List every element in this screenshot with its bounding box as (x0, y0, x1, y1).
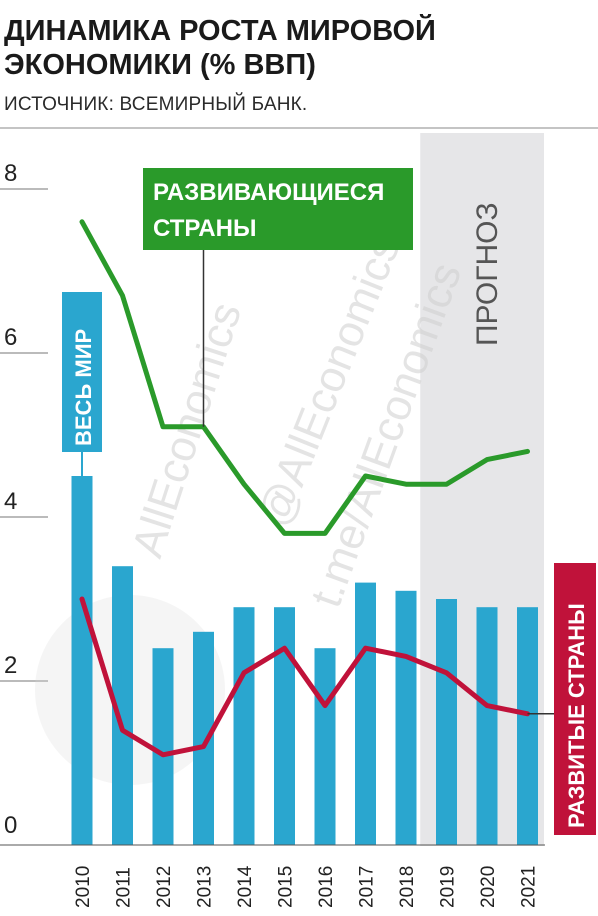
legend-box-developing (143, 168, 413, 250)
x-tick-label: 2013 (195, 866, 216, 908)
series-line-developing (79, 219, 530, 536)
y-tick-label: 8 (4, 160, 17, 187)
bar-2021 (517, 607, 538, 845)
bar-2015 (274, 607, 295, 845)
legend-box-developed (554, 563, 596, 835)
legend-label-developing-line1: РАЗВИВАЮЩИЕСЯ (153, 179, 384, 206)
x-tick-label: 2017 (357, 866, 378, 908)
y-tick-label: 2 (4, 652, 17, 679)
legend-label-developed: РАЗВИТЫЕ СТРАНЫ (564, 603, 589, 828)
legend-label-developing-line2: СТРАНЫ (153, 215, 256, 242)
x-tick-label: 2014 (235, 865, 256, 908)
watermark-text: AllEconomics (123, 297, 251, 563)
y-tick-label: 4 (4, 488, 17, 515)
bar-2010 (71, 476, 93, 845)
x-tick-label: 2010 (73, 866, 94, 908)
x-tick-label: 2020 (478, 866, 499, 908)
bar-2012 (152, 648, 174, 845)
bar-2014 (233, 607, 255, 845)
legend-box-world (62, 292, 102, 452)
x-tick-label: 2011 (114, 867, 135, 908)
bar-2018 (395, 590, 417, 845)
y-tick-label: 6 (4, 324, 17, 351)
x-tick-label: 2021 (519, 866, 540, 908)
y-tick-label: 0 (4, 812, 17, 839)
bar-2019 (436, 599, 457, 845)
x-tick-label: 2018 (397, 866, 418, 908)
x-tick-label: 2016 (316, 866, 337, 908)
bar-2017 (355, 582, 376, 845)
bar-2013 (193, 631, 214, 845)
chart-source: ИСТОЧНИК: ВСЕМИРНЫЙ БАНК. (4, 94, 308, 115)
bar-2020 (476, 607, 498, 845)
chart-title: ДИНАМИКА РОСТА МИРОВОЙ ЭКОНОМИКИ (% ВВП) (4, 15, 436, 81)
x-tick-label: 2012 (154, 866, 175, 908)
legend-label-world: ВЕСЬ МИР (71, 329, 96, 446)
bar-2016 (314, 648, 336, 845)
series-line-developed (79, 596, 530, 758)
x-tick-label: 2015 (276, 866, 297, 908)
x-tick-label: 2019 (438, 866, 459, 908)
bar-2011 (112, 566, 133, 845)
forecast-label: ПРОГНОЗ (471, 202, 504, 346)
